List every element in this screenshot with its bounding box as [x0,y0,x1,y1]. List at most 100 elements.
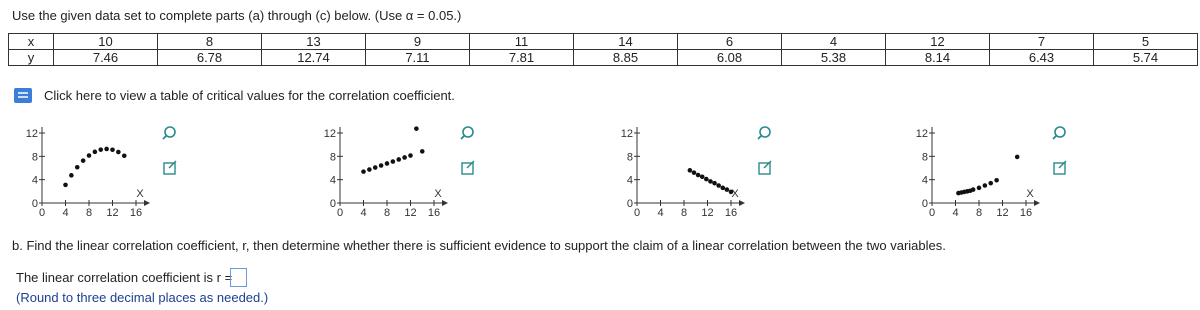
x-axis-label: X [434,188,442,200]
answer-input[interactable] [230,268,247,287]
expand-button[interactable] [758,160,772,175]
y-tick-label: 8 [627,151,633,163]
data-table: x 10 8 13 9 11 14 6 4 12 7 5 y 7.46 6.78 12.74 7.11 7.81 8… [8,33,1198,66]
expand-icon [1053,162,1066,175]
data-point [69,173,74,178]
expand-icon [466,160,475,169]
x-tick-label: 8 [86,207,92,219]
x-axis-arrow [1034,200,1040,206]
expand-button[interactable] [1053,160,1067,175]
x-tick-label: 0 [337,207,343,219]
book-icon[interactable] [12,86,36,106]
expand-icon [1058,160,1067,169]
data-point [361,169,366,174]
expand-button[interactable] [461,160,475,175]
zoom-icon [162,135,167,140]
x-axis-arrow [739,200,745,206]
table-cell: 12 [885,33,990,50]
zoom-icon [759,126,771,138]
y-tick-label: 4 [32,175,38,187]
y-tick-label: 4 [330,175,336,187]
row-header: x [8,33,54,50]
table-cell: 10 [53,33,158,50]
answer-prompt: The linear correlation coefficient is r … [16,270,233,285]
data-point [691,170,697,175]
hint: (Round to three decimal places as needed… [16,290,269,305]
data-point [104,146,109,152]
table-row: x 10 8 13 9 11 14 6 4 12 7 5 [8,33,1198,50]
x-tick-label: 4 [657,207,663,219]
data-point [92,149,98,155]
x-tick-label: 8 [976,207,982,219]
zoom-icon [1054,126,1066,138]
table-cell: 6.78 [157,49,262,66]
x-tick-label: 4 [952,207,958,219]
data-point [63,182,68,188]
data-point [372,165,378,170]
x-tick-label: 12 [701,207,713,219]
x-tick-label: 16 [725,207,737,219]
data-point [724,187,730,192]
x-axis-arrow [442,200,448,206]
x-tick-label: 12 [106,207,118,219]
data-point [80,158,86,163]
data-point [704,176,709,182]
data-point [988,180,994,186]
x-tick-label: 4 [360,207,366,219]
expand-icon [163,162,176,175]
zoom-button[interactable] [162,126,176,140]
scatter-plot: X 0 4 8 12 16 0 4 8 12 [916,127,1040,219]
critical-values-link[interactable]: Click here to view a table of critical v… [44,88,455,103]
data-point [74,164,80,170]
part-b-question: b. Find the linear correlation coefficie… [12,238,946,253]
data-point [390,159,396,164]
scatter-plot: X 0 4 8 12 16 0 4 8 12 [26,127,150,219]
expand-button[interactable] [163,160,177,175]
zoom-icon [462,126,474,138]
data-point [982,183,988,188]
x-tick-label: 12 [996,207,1008,219]
data-point [414,126,419,131]
y-tick-label: 8 [330,151,336,163]
table-cell: 11 [469,33,574,50]
table-cell: 5 [1093,33,1198,50]
zoom-button[interactable] [1052,126,1066,140]
table-cell: 14 [573,33,678,50]
x-axis-arrow [144,200,150,206]
x-tick-label: 0 [39,207,45,219]
scatter-plot: X 0 4 8 12 16 0 4 8 12 [324,126,448,219]
data-point [708,179,713,184]
x-tick-label: 4 [62,207,68,219]
data-point [720,185,726,191]
data-point [976,185,982,191]
table-cell: 5.38 [781,49,886,66]
data-point [367,167,372,172]
data-point [695,172,701,178]
data-point [384,161,390,166]
data-point [712,180,717,186]
table-cell: 6 [677,33,782,50]
y-tick-label: 12 [26,128,38,140]
zoom-button[interactable] [460,126,474,140]
x-tick-label: 0 [634,207,640,219]
zoom-icon [164,126,176,138]
table-cell: 5.74 [1093,49,1198,66]
zoom-button[interactable] [757,126,771,140]
table-cell: 6.43 [989,49,1094,66]
expand-icon [763,160,772,169]
row-header: y [8,49,54,66]
data-point [402,155,407,160]
data-point [121,153,127,159]
data-point [378,163,384,168]
table-cell: 7.46 [53,49,158,66]
table-cell: 9 [365,33,470,50]
zoom-icon [460,135,465,140]
y-tick-label: 0 [627,198,633,210]
data-point [970,187,976,192]
x-axis-label: X [1026,188,1034,200]
table-cell: 8 [157,33,262,50]
x-axis-label: X [731,188,739,200]
table-cell: 6.08 [677,49,782,66]
data-point [699,174,705,180]
